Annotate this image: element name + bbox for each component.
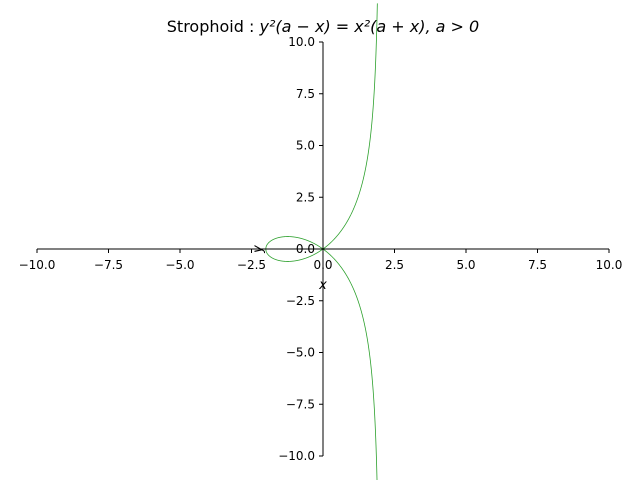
y-tick-label: 2.5 <box>296 190 315 204</box>
y-tick-label: 10.0 <box>288 35 315 49</box>
y-tick-label: −2.5 <box>286 294 315 308</box>
title-prefix: Strophoid : <box>167 17 260 36</box>
y-tick-label: 5.0 <box>296 139 315 153</box>
x-axis-label: x <box>318 278 327 293</box>
y-tick-label: −7.5 <box>286 397 315 411</box>
strophoid-lower-branch <box>265 248 378 480</box>
x-tick-label: 2.5 <box>385 258 404 272</box>
y-tick-label: −5.0 <box>286 346 315 360</box>
x-tick-label: −7.5 <box>94 258 123 272</box>
x-tick-label: 0.0 <box>313 258 332 272</box>
chart-title: Strophoid : y²(a − x) = x²(a + x), a > 0 <box>167 17 479 36</box>
title-equation: y²(a − x) = x²(a + x), a > 0 <box>258 17 479 36</box>
x-tick-label: −10.0 <box>19 258 56 272</box>
x-tick-label: 5.0 <box>456 258 475 272</box>
x-tick-label: −5.0 <box>165 258 194 272</box>
y-tick-label: 0.0 <box>296 242 315 256</box>
y-tick-label: −10.0 <box>278 449 315 463</box>
curve-layer <box>265 3 378 480</box>
x-tick-label: 7.5 <box>528 258 547 272</box>
strophoid-upper-branch <box>265 3 378 250</box>
y-axis-label: y <box>251 245 266 254</box>
x-tick-label: −2.5 <box>237 258 266 272</box>
axes-layer: −10.0 −7.5 −5.0 −2.5 0.0 2.5 5.0 7.5 10.0 −10.0 −7… <box>19 35 623 463</box>
x-tick-label: 10.0 <box>596 258 623 272</box>
y-tick-label: 7.5 <box>296 87 315 101</box>
